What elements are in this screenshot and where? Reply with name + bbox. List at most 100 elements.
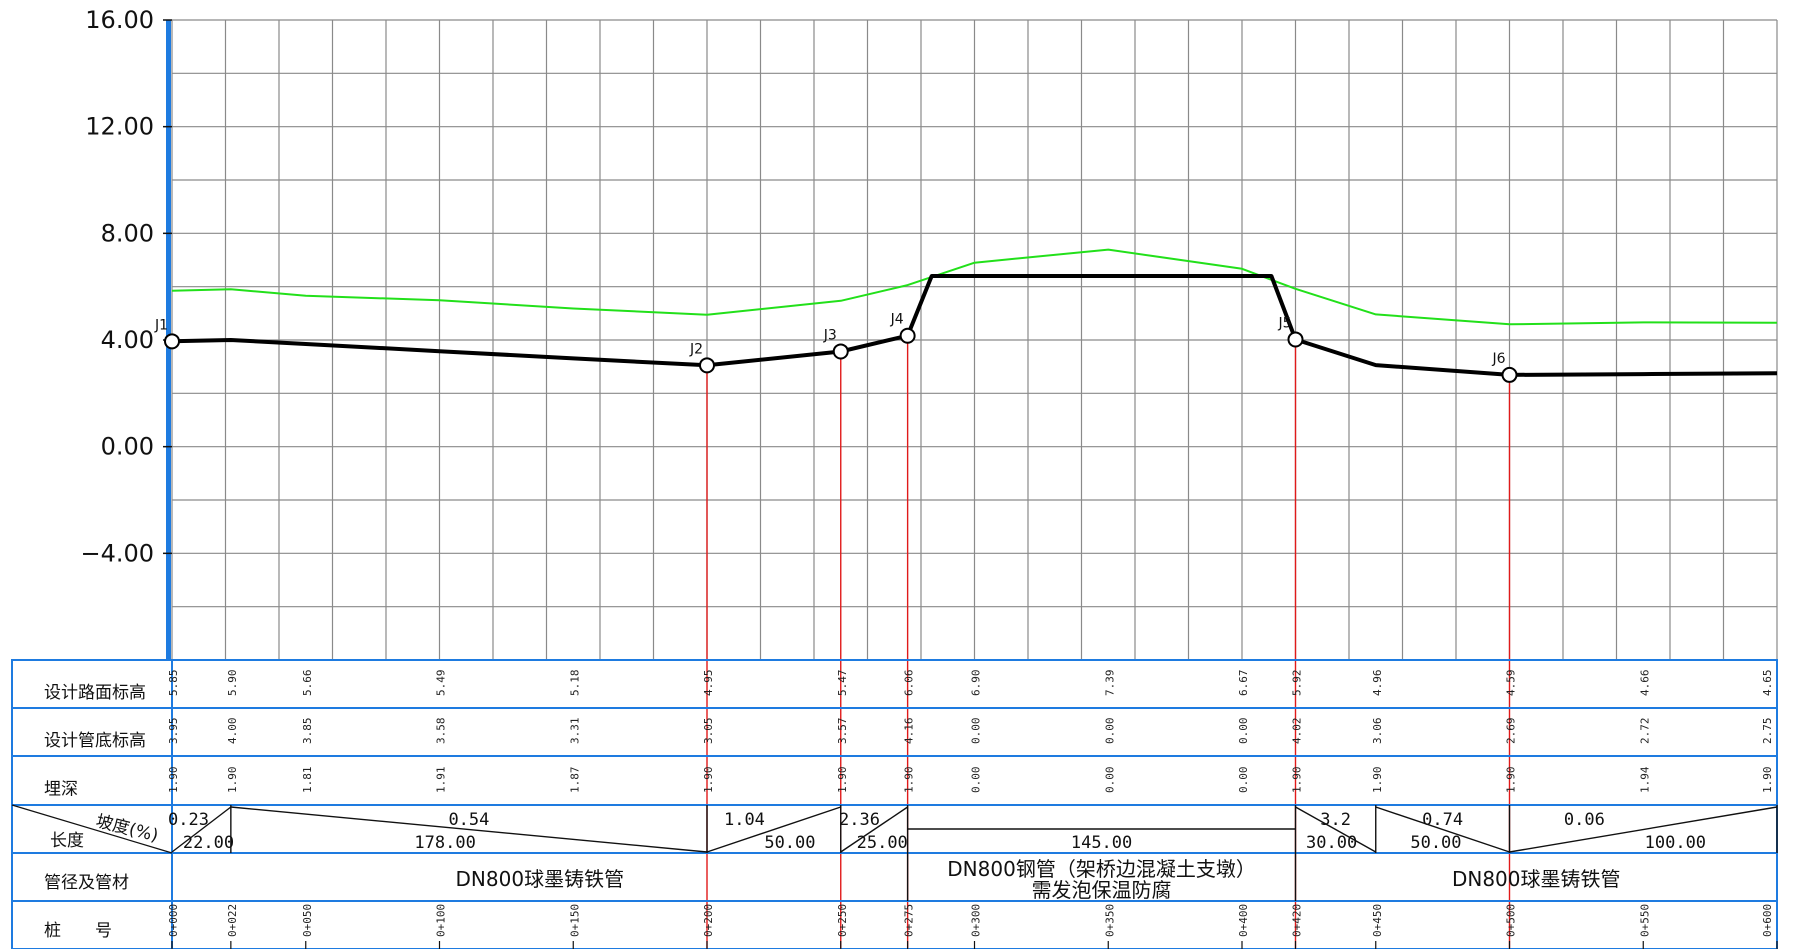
road-elevation-value: 5.92	[1291, 670, 1304, 697]
invert-elevation-value: 2.72	[1638, 718, 1651, 745]
chainage-value: 0+275	[903, 904, 916, 937]
chainage-value: 0+420	[1291, 904, 1304, 937]
cover-depth-value: 1.90	[1505, 767, 1518, 794]
slope-diagonal	[706, 806, 841, 853]
cover-depth-value: 1.91	[435, 767, 448, 794]
road-elevation-value: 5.85	[167, 670, 180, 697]
invert-elevation-value: 3.05	[702, 718, 715, 745]
chainage-value: 0+000	[167, 904, 180, 937]
chainage-value: 0+050	[301, 904, 314, 937]
node-circle	[699, 357, 715, 374]
road-surface-line	[171, 248, 1778, 326]
slope-value: 0.54	[448, 810, 489, 830]
invert-elevation-value: 2.75	[1761, 718, 1774, 745]
invert-elevation-value: 3.31	[568, 718, 581, 745]
node-circle	[1287, 331, 1304, 348]
cover-depth-value: 1.90	[167, 767, 180, 794]
cover-depth-value: 1.90	[226, 767, 239, 794]
chainage-value: 0+500	[1505, 904, 1518, 937]
chainage-value: 0+250	[836, 904, 849, 937]
invert-elevation-value: 3.57	[836, 718, 849, 745]
cover-depth-value: 1.94	[1638, 766, 1651, 793]
pipe-material: DN800球墨铸铁管	[456, 867, 625, 891]
length-value: 25.00	[857, 833, 908, 853]
node-circle	[1501, 366, 1518, 383]
road-elevation-value: 5.66	[301, 670, 314, 697]
row-label: 设计路面标高	[44, 683, 146, 703]
chainage-value: 0+550	[1638, 904, 1651, 937]
invert-elevation-value: 0.00	[1103, 718, 1116, 745]
node-label: J3	[823, 327, 837, 343]
invert-elevation-value: 3.58	[435, 718, 448, 745]
row-label: 埋深	[44, 780, 78, 800]
slope-diagonal	[171, 806, 232, 853]
cover-depth-value: 1.90	[1761, 767, 1774, 794]
cover-depth-value: 1.90	[1371, 767, 1384, 794]
node-label: J5	[1277, 315, 1291, 331]
chainage-value: 0+150	[568, 904, 581, 937]
invert-elevation-value: 4.02	[1291, 718, 1304, 745]
invert-elevation-value: 2.69	[1505, 718, 1518, 745]
road-elevation-value: 6.90	[970, 670, 983, 697]
slope-diagonal	[840, 806, 909, 853]
row-label-chainage: 桩 号	[44, 921, 112, 941]
node-circle	[164, 333, 180, 350]
pipe-material: DN800球墨铸铁管	[1452, 867, 1621, 891]
length-value: 145.00	[1071, 833, 1132, 853]
node-label: J6	[1491, 351, 1505, 367]
slope-value: 0.74	[1422, 810, 1463, 830]
node-label: J1	[154, 317, 168, 333]
slope-diagonal	[230, 806, 708, 853]
pipe-material-note: 需发泡保温防腐	[1032, 878, 1172, 902]
road-elevation-value: 7.39	[1103, 670, 1116, 697]
road-elevation-value: 5.47	[836, 670, 849, 697]
invert-elevation-value: 4.16	[903, 718, 916, 745]
chainage-value: 0+100	[435, 904, 448, 937]
chainage-value: 0+450	[1371, 904, 1384, 937]
cover-depth-value: 1.87	[568, 767, 581, 794]
length-value: 22.00	[183, 833, 234, 853]
y-axis: 16.00 12.00 8.00 4.00 0.00 −4.00	[80, 6, 172, 660]
cover-depth-value: 1.90	[903, 767, 916, 794]
node-circle	[832, 343, 849, 360]
y-tick-label: 0.00	[101, 433, 154, 461]
slope-value: 0.06	[1564, 810, 1605, 830]
length-value: 30.00	[1306, 833, 1357, 853]
road-elevation-value: 6.67	[1237, 670, 1250, 697]
road-elevation-value: 4.66	[1638, 670, 1651, 697]
invert-elevation-value: 3.06	[1371, 718, 1384, 745]
y-tick-label: −4.00	[80, 539, 154, 567]
profile-grid	[171, 19, 1778, 661]
road-elevation-value: 4.65	[1761, 670, 1774, 697]
chainage-value: 0+350	[1103, 904, 1116, 937]
cover-depth-value: 1.90	[836, 767, 849, 794]
slope-diagonal	[1509, 806, 1778, 853]
invert-elevation-value: 0.00	[970, 718, 983, 745]
invert-elevation-value: 3.95	[167, 718, 180, 745]
pipe-material: DN800钢管（架桥边混凝土支墩）	[947, 857, 1256, 881]
y-tick-label: 4.00	[101, 326, 154, 354]
length-value: 100.00	[1645, 833, 1706, 853]
slope-diagonal	[1295, 806, 1377, 853]
chainage-value: 0+200	[702, 904, 715, 937]
road-elevation-value: 4.96	[1371, 670, 1384, 697]
row-label: 设计管底标高	[44, 731, 146, 751]
row-label-material: 管径及管材	[44, 873, 129, 893]
slope-value: 3.2	[1320, 810, 1351, 830]
cover-depth-value: 0.00	[970, 767, 983, 794]
length-value: 50.00	[1410, 833, 1461, 853]
slope-value: 0.23	[168, 810, 209, 830]
road-elevation-value: 4.95	[702, 670, 715, 697]
chainage-value: 0+300	[970, 904, 983, 937]
cover-depth-value: 0.00	[1237, 767, 1250, 794]
cover-depth-value: 0.00	[1103, 767, 1116, 794]
cover-depth-value: 1.81	[301, 767, 314, 794]
road-elevation-value: 5.90	[226, 670, 239, 697]
chainage-value: 0+400	[1237, 904, 1250, 937]
road-elevation-value: 5.18	[568, 670, 581, 697]
row-label-slope: 坡度(%)	[94, 811, 160, 846]
length-value: 50.00	[764, 833, 815, 853]
cover-depth-value: 1.90	[1291, 767, 1304, 794]
road-elevation-value: 5.49	[435, 670, 448, 697]
